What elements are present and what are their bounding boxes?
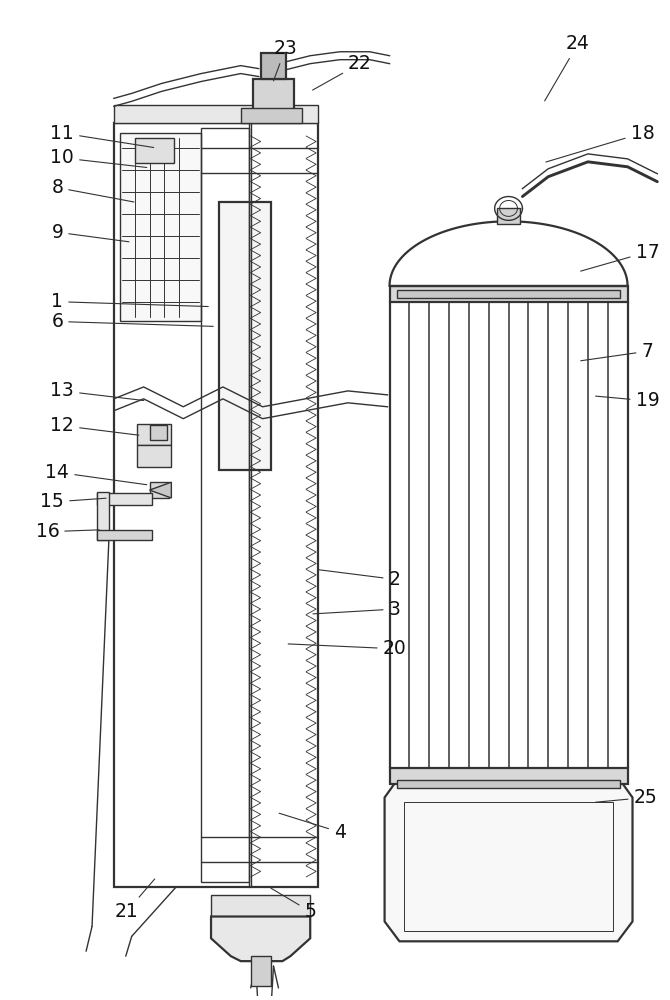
Text: 21: 21 [115, 879, 155, 921]
Polygon shape [211, 917, 310, 961]
Text: 5: 5 [271, 888, 316, 921]
Bar [397, 780, 620, 788]
Text: 4: 4 [279, 813, 346, 842]
Bar [201, 128, 249, 882]
Text: 24: 24 [545, 34, 590, 101]
Text: 17: 17 [581, 243, 659, 271]
Text: 12: 12 [50, 416, 139, 435]
Text: 25: 25 [596, 788, 657, 807]
Text: 18: 18 [546, 124, 655, 162]
Bar [114, 105, 318, 123]
Bar [97, 492, 109, 540]
Text: 23: 23 [273, 39, 297, 81]
Bar [114, 123, 318, 887]
Text: 7: 7 [581, 342, 653, 361]
Bar [137, 424, 172, 445]
Polygon shape [385, 784, 632, 941]
Bar [496, 208, 521, 224]
Bar [241, 108, 302, 123]
Text: 9: 9 [52, 223, 129, 242]
Bar [251, 956, 271, 986]
Bar [97, 530, 151, 540]
Text: 22: 22 [313, 54, 372, 90]
Text: 16: 16 [36, 522, 99, 541]
Text: 11: 11 [50, 124, 153, 148]
Text: 2: 2 [319, 570, 401, 589]
Bar [253, 79, 294, 118]
Bar [405, 802, 612, 931]
Text: 10: 10 [50, 148, 147, 167]
Bar [219, 202, 271, 470]
Bar [137, 445, 172, 467]
Text: 8: 8 [52, 178, 134, 202]
Bar [97, 493, 151, 505]
Text: 3: 3 [313, 600, 401, 619]
Bar [135, 138, 174, 163]
Bar [120, 133, 201, 321]
Bar [389, 768, 628, 784]
Polygon shape [149, 482, 172, 498]
Text: 14: 14 [46, 463, 147, 485]
Text: 19: 19 [596, 391, 659, 410]
Bar [149, 482, 170, 498]
Bar [149, 425, 168, 440]
Bar [397, 290, 620, 298]
Bar [261, 53, 286, 79]
Bar [389, 286, 628, 302]
Bar [211, 895, 310, 917]
Text: 20: 20 [288, 639, 407, 658]
Text: 15: 15 [40, 492, 106, 511]
Text: 6: 6 [52, 312, 213, 331]
Text: 1: 1 [52, 292, 208, 311]
Text: 13: 13 [50, 381, 144, 401]
